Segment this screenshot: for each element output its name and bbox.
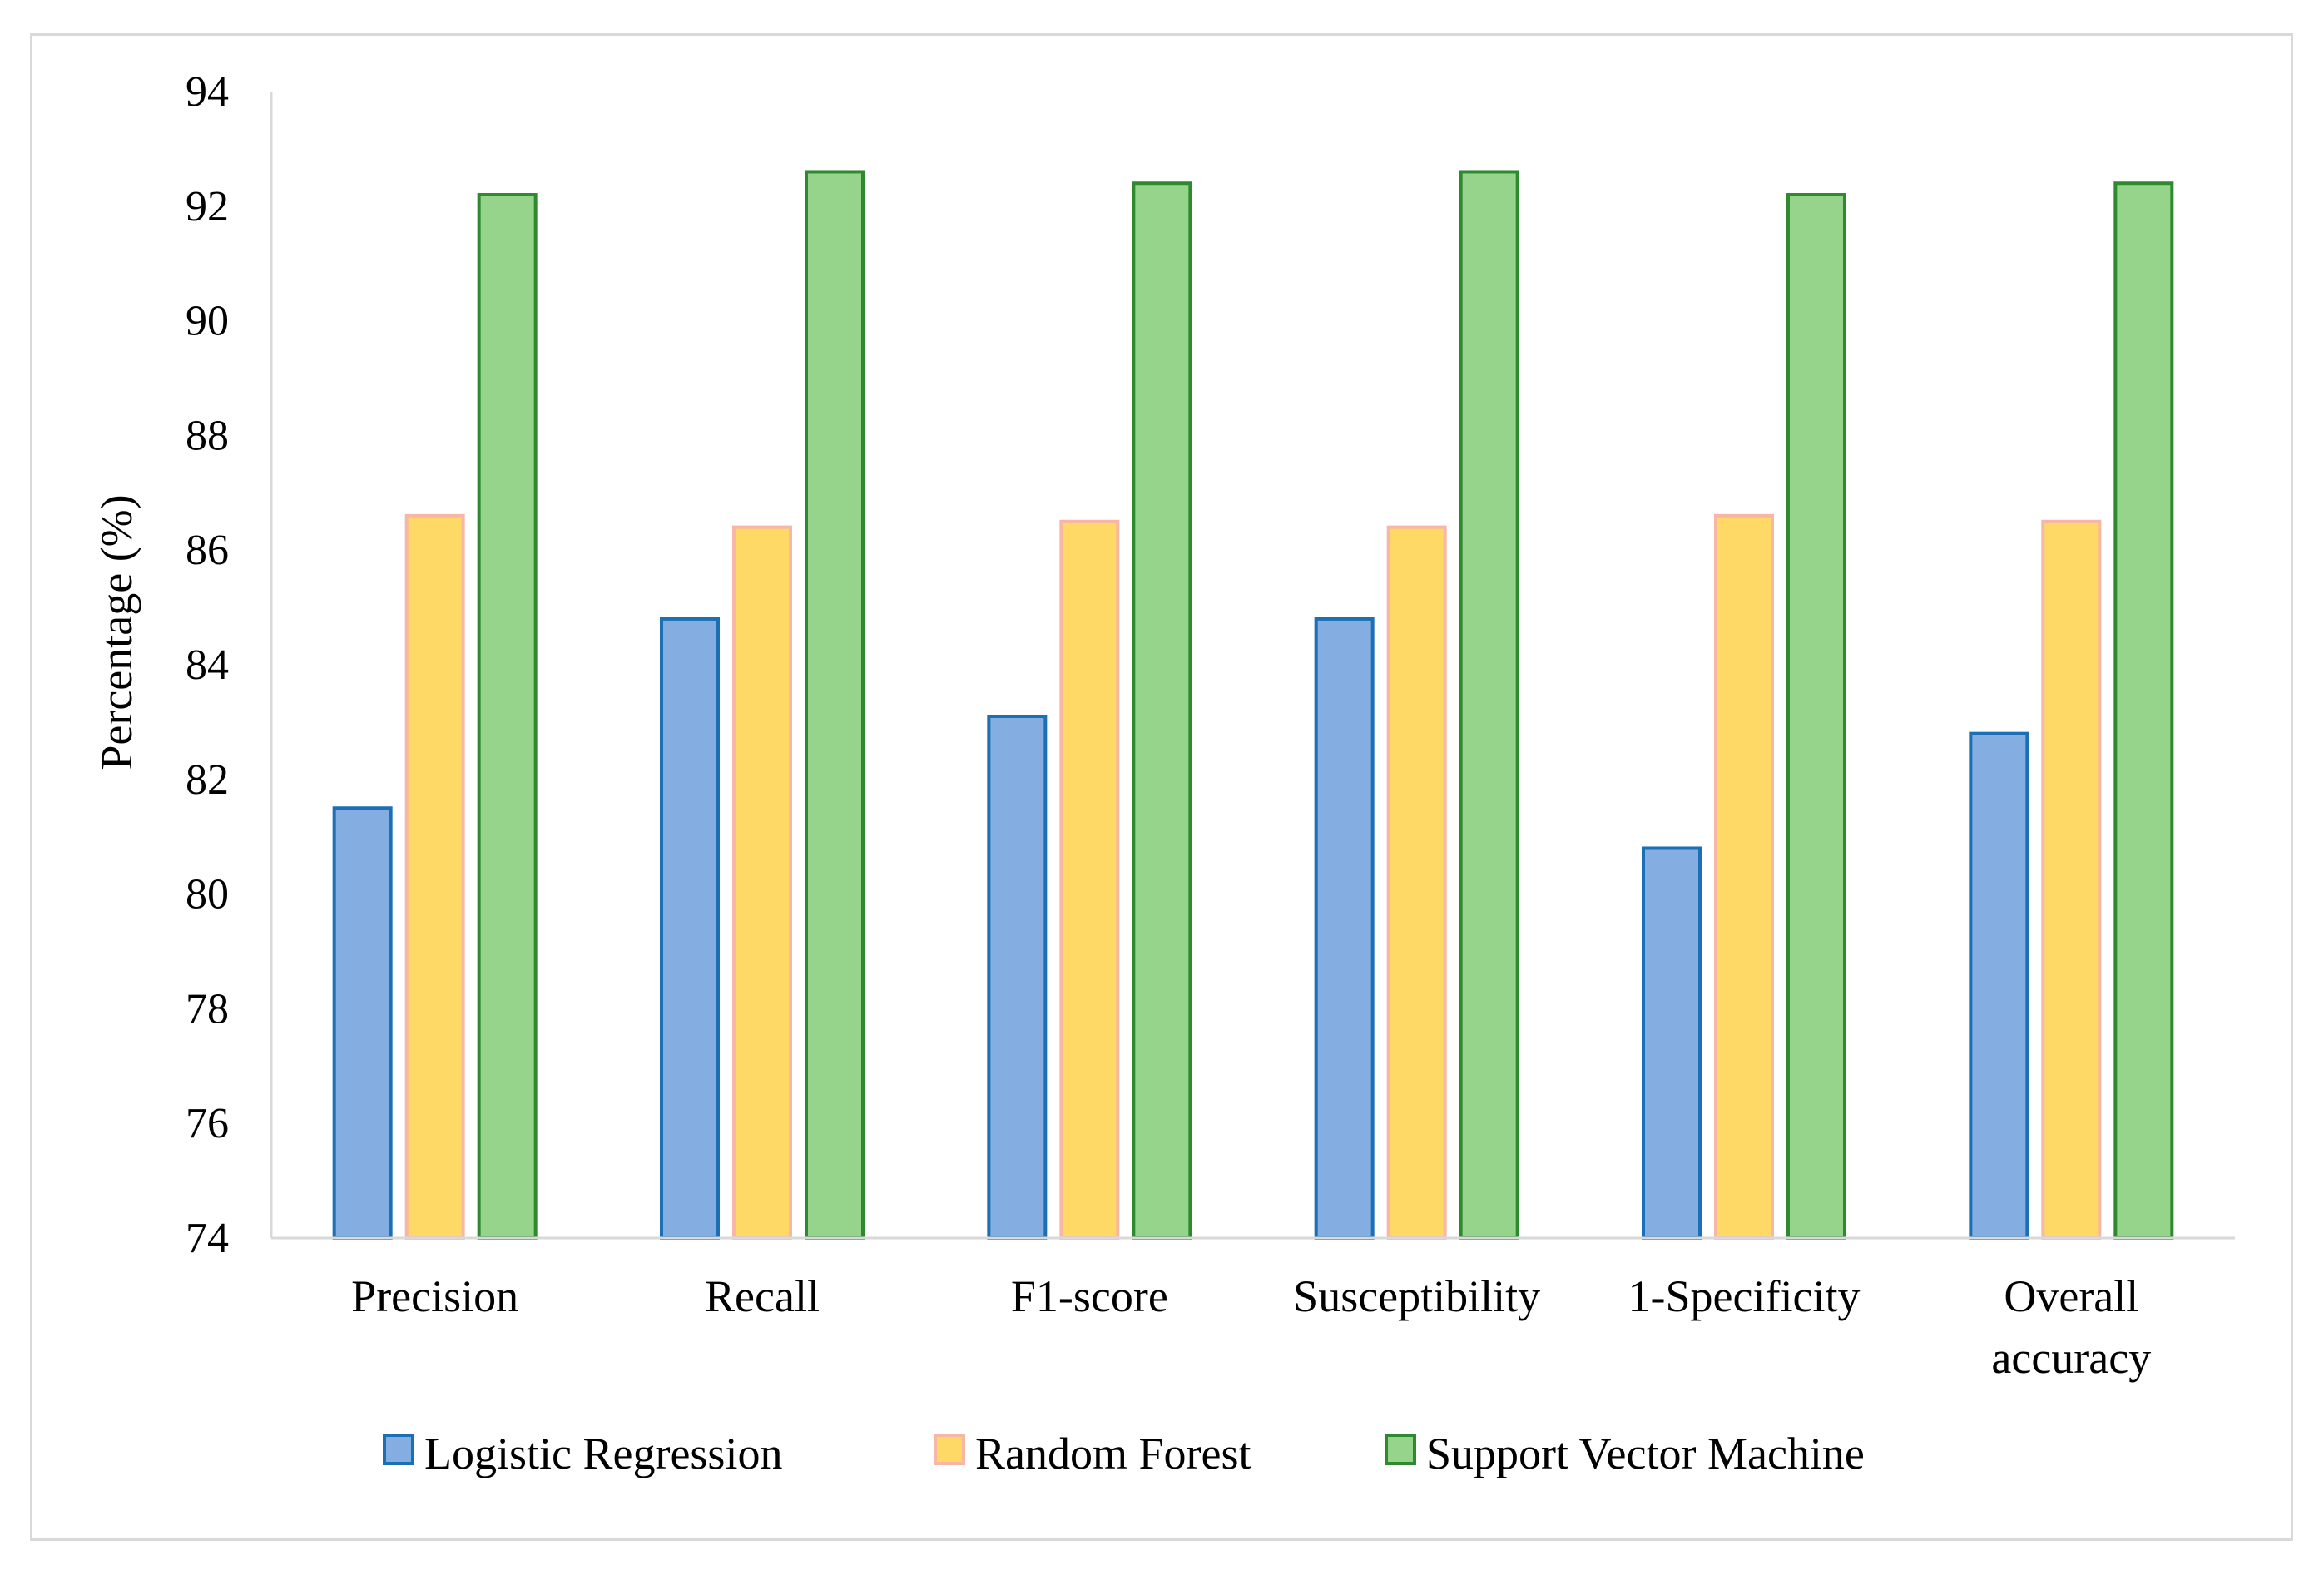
legend-swatch-logistic-regression — [383, 1434, 414, 1465]
bar-random-forest — [732, 525, 792, 1240]
bar-random-forest — [1714, 513, 1774, 1240]
bar-support-vector-machine — [805, 170, 865, 1241]
bar-logistic-regression — [987, 715, 1048, 1240]
bar-random-forest — [1386, 525, 1447, 1240]
legend-label: Support Vector Machine — [1426, 1429, 1865, 1478]
y-tick-label: 86 — [186, 527, 229, 574]
bar-logistic-regression — [1314, 617, 1375, 1240]
x-tick-label: 1-Specificity — [1628, 1271, 1861, 1321]
y-tick-label: 88 — [186, 412, 229, 459]
y-tick-label: 94 — [186, 68, 229, 116]
bar-logistic-regression — [1969, 731, 2029, 1240]
bar-support-vector-machine — [2113, 181, 2174, 1241]
legend-swatch-support-vector-machine — [1385, 1434, 1416, 1465]
y-tick-label: 90 — [186, 298, 229, 345]
x-tick-label: F1-score — [1011, 1271, 1168, 1321]
legend-label: Logistic Regression — [424, 1429, 782, 1478]
y-axis: 74 76 78 80 82 84 86 88 90 92 94 — [186, 68, 273, 1262]
x-tick-label: Precision — [351, 1271, 518, 1321]
y-axis-label: Percentage (%) — [92, 494, 141, 770]
bars — [332, 170, 2174, 1241]
y-tick-label: 82 — [186, 756, 229, 804]
bar-random-forest — [404, 513, 465, 1240]
bar-support-vector-machine — [1786, 193, 1846, 1240]
bar-logistic-regression — [1642, 846, 1702, 1240]
y-tick-label: 92 — [186, 183, 229, 230]
y-tick-label: 80 — [186, 871, 229, 919]
x-axis: Precision Recall F1-score Susceptibility 1-S… — [271, 1236, 2235, 1383]
bar-random-forest — [2041, 519, 2102, 1240]
bar-support-vector-machine — [1132, 181, 1192, 1241]
x-tick-label: Susceptibility — [1293, 1271, 1540, 1321]
x-tick-label: Recall — [705, 1271, 820, 1321]
x-tick-label: Overall — [2004, 1271, 2138, 1321]
y-tick-label: 76 — [186, 1100, 229, 1147]
y-tick-label: 84 — [186, 641, 229, 689]
legend-label: Random Forest — [975, 1429, 1251, 1478]
bar-support-vector-machine — [1459, 170, 1519, 1241]
x-tick-label: accuracy — [1991, 1333, 2151, 1383]
y-tick-label: 74 — [186, 1215, 229, 1262]
legend: Logistic Regression Random Forest Support … — [383, 1429, 1865, 1478]
legend-swatch-random-forest — [934, 1434, 965, 1465]
bar-logistic-regression — [660, 617, 720, 1240]
bar-random-forest — [1059, 519, 1120, 1240]
y-tick-label: 78 — [186, 985, 229, 1033]
bar-logistic-regression — [332, 806, 393, 1240]
bar-support-vector-machine — [477, 193, 538, 1240]
